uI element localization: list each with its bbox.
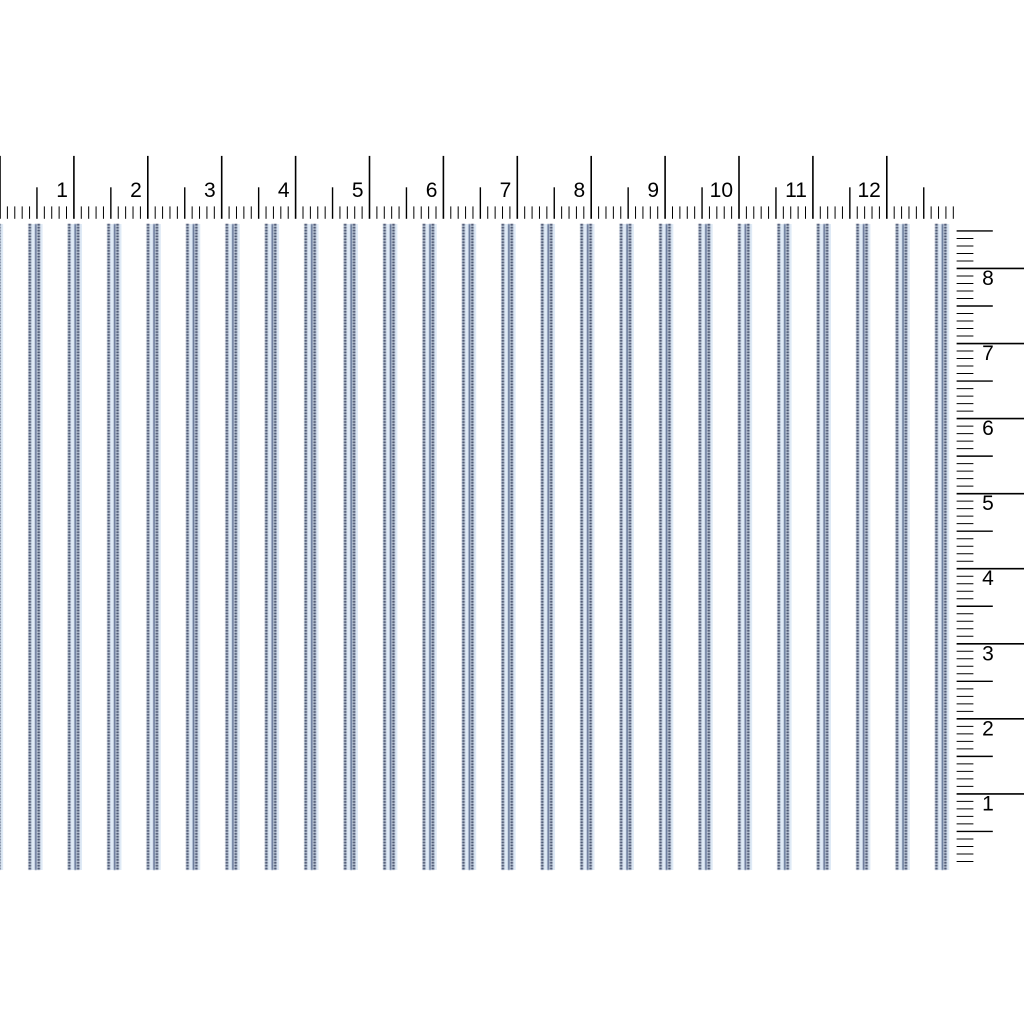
svg-text:6: 6	[982, 417, 994, 440]
svg-text:5: 5	[352, 179, 364, 202]
svg-text:2: 2	[130, 179, 142, 202]
svg-text:2: 2	[982, 717, 994, 740]
svg-text:6: 6	[426, 179, 438, 202]
svg-text:11: 11	[785, 179, 807, 202]
svg-text:12: 12	[857, 179, 880, 202]
svg-text:1: 1	[982, 792, 994, 815]
svg-text:4: 4	[278, 179, 290, 202]
svg-text:10: 10	[710, 179, 733, 202]
svg-text:9: 9	[647, 179, 659, 202]
svg-text:8: 8	[574, 179, 586, 202]
svg-text:8: 8	[982, 267, 994, 290]
svg-text:5: 5	[982, 492, 994, 515]
svg-text:7: 7	[982, 342, 994, 365]
svg-text:4: 4	[982, 567, 994, 590]
svg-text:3: 3	[982, 642, 994, 665]
svg-text:1: 1	[56, 179, 68, 202]
svg-text:3: 3	[204, 179, 216, 202]
svg-text:7: 7	[500, 179, 512, 202]
